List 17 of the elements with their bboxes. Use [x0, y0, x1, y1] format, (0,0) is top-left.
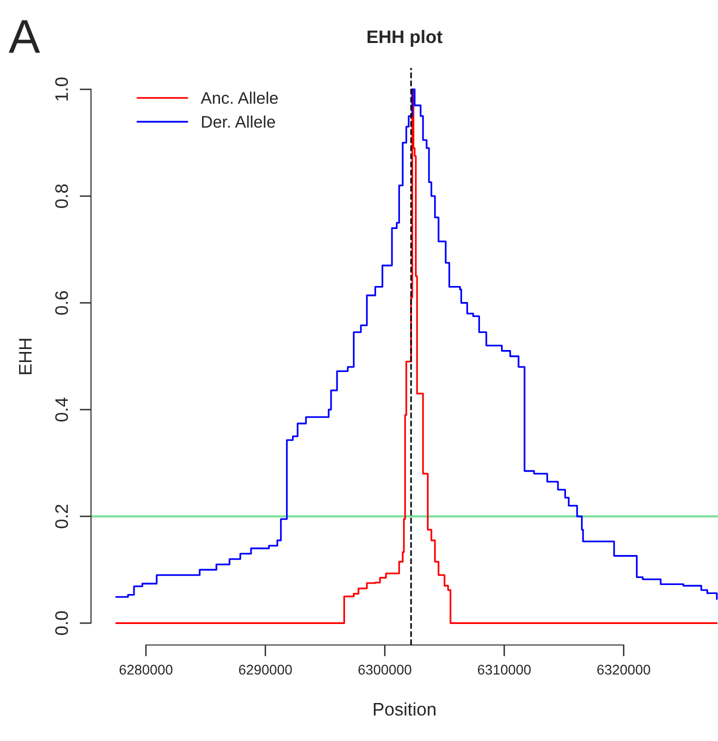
chart-title: EHH plot [368, 30, 442, 47]
y-tick-label: 0.2 [55, 504, 68, 528]
x-tick-label: 6310000 [478, 664, 531, 675]
y-tick-label: 0.0 [55, 611, 68, 635]
y-tick-label: 0.6 [55, 291, 68, 315]
legend-label: Der. Allele [202, 116, 275, 128]
x-tick-label: 6280000 [120, 664, 172, 675]
x-tick-label: 6300000 [358, 664, 412, 675]
y-tick-label: 1.0 [55, 78, 68, 101]
y-axis-title: EHH [19, 338, 32, 374]
x-tick-label: 6290000 [239, 664, 292, 675]
legend-label: Anc. Allele [200, 92, 278, 104]
y-tick-label: 0.4 [55, 398, 68, 422]
text: A [8, 20, 40, 53]
x-axis-title: Position [374, 702, 436, 716]
x-tick-label: 6320000 [597, 664, 650, 675]
y-tick-label: 0.8 [55, 184, 68, 208]
